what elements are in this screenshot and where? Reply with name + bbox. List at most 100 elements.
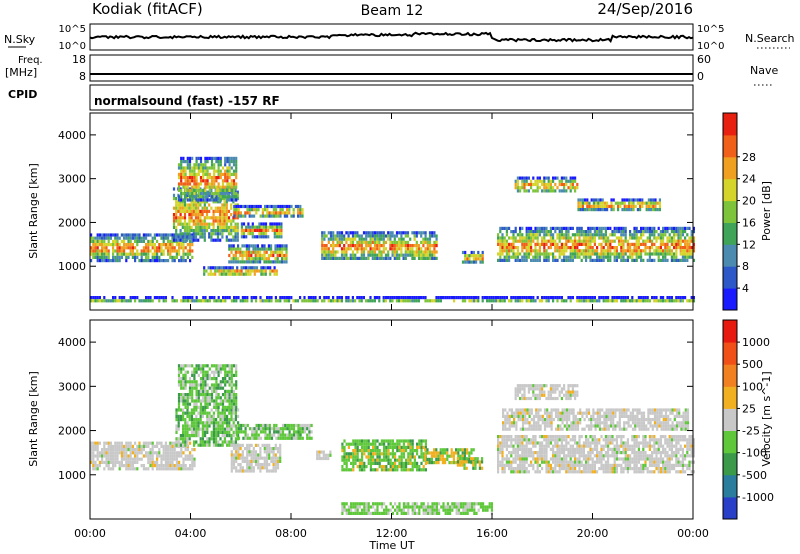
velocity-cell [204, 380, 207, 384]
power-cell [644, 230, 647, 234]
power-cell [534, 230, 537, 234]
power-cell [461, 260, 465, 264]
power-cell [264, 228, 268, 232]
power-cell [136, 233, 139, 237]
power-cell [354, 256, 357, 260]
power-cell [400, 244, 403, 248]
power-cell [242, 204, 245, 209]
velocity-cell [468, 451, 471, 455]
power-cell [129, 252, 132, 256]
velocity-cell [182, 373, 185, 377]
power-cell [596, 246, 599, 250]
velocity-cell [184, 430, 187, 434]
power-cell [635, 230, 638, 234]
power-cell [662, 258, 665, 262]
power-cell [578, 233, 581, 237]
power-cell [228, 188, 231, 192]
power-cell [162, 299, 165, 303]
power-cell [662, 242, 665, 246]
power-cell [116, 259, 119, 263]
power-cell [248, 244, 251, 248]
velocity-cell [145, 451, 148, 455]
velocity-cell [277, 430, 280, 434]
power-cell [197, 185, 200, 189]
velocity-cell [343, 455, 346, 459]
power-cell [182, 192, 185, 196]
power-cell [606, 201, 609, 205]
power-cell [525, 230, 528, 234]
velocity-cell [450, 454, 453, 458]
power-cell [212, 216, 215, 220]
power-cell [365, 234, 368, 238]
power-cell [512, 230, 515, 234]
velocity-cell [358, 468, 361, 472]
power-cell [200, 299, 203, 303]
power-cell [131, 243, 134, 247]
power-cell [262, 272, 265, 276]
power-cell [172, 225, 176, 229]
velocity-cell [248, 443, 251, 447]
power-cell [199, 176, 203, 180]
power-cell [255, 299, 258, 303]
power-cell [233, 214, 236, 218]
velocity-cell [197, 430, 200, 434]
power-cell [681, 233, 684, 237]
power-cell [637, 296, 640, 300]
power-cell [118, 252, 121, 256]
power-cell [624, 233, 627, 237]
power-cell [172, 219, 176, 223]
power-cell [216, 197, 220, 201]
power-cell [624, 299, 627, 303]
velocity-cell [221, 427, 224, 431]
power-cell [508, 242, 511, 246]
power-cell [648, 230, 651, 234]
power-cell [156, 246, 159, 250]
power-cell [563, 233, 566, 237]
power-cell [136, 249, 139, 253]
velocity-cell [197, 367, 200, 371]
power-cell [596, 233, 599, 237]
power-cell [272, 250, 275, 254]
power-cell [389, 256, 392, 260]
power-cell [571, 182, 574, 187]
power-cell [547, 255, 550, 259]
power-cell [628, 198, 631, 202]
velocity-cell [101, 451, 104, 455]
power-cell [642, 258, 645, 262]
power-cell [666, 258, 669, 262]
power-cell [233, 204, 236, 209]
power-cell [160, 243, 163, 247]
power-cell [543, 249, 546, 253]
power-cell [125, 243, 128, 247]
velocity-cell [180, 367, 183, 371]
power-cell [153, 249, 156, 253]
power-cell [230, 195, 233, 199]
power-cell [371, 231, 374, 235]
power-cell [327, 253, 330, 257]
power-cell [519, 239, 522, 243]
power-cell [499, 236, 502, 240]
velocity-cell [424, 445, 427, 449]
power-cell [114, 239, 117, 243]
power-cell [217, 156, 220, 160]
velocity-cell [329, 453, 332, 457]
power-cell [188, 198, 192, 202]
velocity-cell [295, 436, 298, 440]
power-cell [601, 201, 604, 205]
velocity-cell [272, 469, 275, 473]
power-cell [525, 249, 528, 253]
velocity-cell [195, 430, 198, 434]
velocity-cell [272, 450, 275, 454]
velocity-cell [356, 442, 359, 446]
velocity-cell [149, 441, 152, 445]
power-cell [210, 163, 214, 167]
power-cell [321, 237, 324, 241]
velocity-cell [193, 399, 196, 403]
power-cell [647, 208, 650, 212]
power-cell [622, 233, 625, 237]
power-cell [245, 260, 248, 264]
power-cell [692, 296, 695, 300]
power-cell [356, 244, 359, 248]
velocity-cell [156, 451, 159, 455]
velocity-cell [372, 458, 375, 462]
